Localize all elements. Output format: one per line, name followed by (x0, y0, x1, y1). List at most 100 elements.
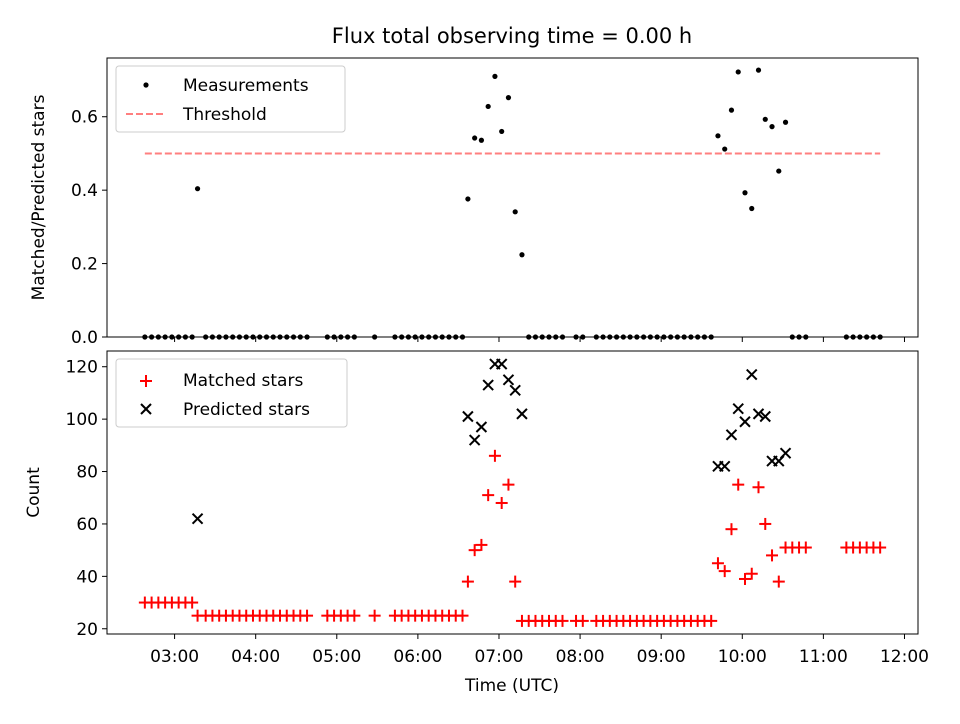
matched-stars-point (368, 609, 381, 622)
bottom-axes-frame (106, 350, 919, 635)
measurement-point (505, 95, 512, 101)
matched-stars-point (301, 609, 314, 622)
measurement-point (742, 190, 748, 196)
measurement-point (485, 103, 491, 110)
measurement-point (762, 116, 768, 122)
matched-stars-point (488, 449, 501, 462)
measurement-point (735, 69, 741, 75)
y-tick-label: 80 (76, 463, 98, 483)
matched-stars-point (705, 614, 718, 627)
matched-stars-point (186, 596, 199, 609)
measurement-point (492, 73, 498, 79)
x-axis-label: Time (UTC) (464, 676, 559, 696)
predicted-stars-point (759, 410, 771, 423)
y-tick-label: 0.0 (71, 328, 98, 348)
y-tick-label: 0.2 (71, 255, 98, 275)
matched-stars-point (711, 557, 724, 570)
matched-stars-point (502, 478, 515, 491)
predicted-stars-point (725, 429, 738, 441)
legend-matched-label: Matched stars (183, 371, 303, 391)
matched-stars-point (468, 544, 481, 557)
matched-stars-point (495, 496, 508, 509)
matched-stars-point (576, 614, 589, 627)
matched-stars-point (482, 489, 495, 502)
matched-stars-point (732, 478, 745, 491)
matched-stars-point (738, 572, 751, 585)
matched-stars-point (752, 481, 765, 494)
x-tick-label: 03:00 (150, 647, 199, 667)
bottom-x-axis: 03:00 04:00 05:00 06:00 07:00 08:00 09:00 10:00… (150, 634, 929, 667)
legend-measurements-marker (143, 82, 149, 88)
bottom-plot-area (138, 358, 887, 627)
x-tick-label: 06:00 (393, 647, 442, 667)
predicted-stars-point (462, 410, 474, 423)
measurement-point (769, 124, 775, 130)
measurement-point (782, 119, 789, 125)
measurement-point (472, 135, 478, 141)
legend-threshold-label: Threshold (182, 105, 267, 125)
measurement-point (465, 196, 471, 202)
y-tick-label: 120 (66, 358, 98, 378)
measurement-point (478, 137, 485, 143)
predicted-stars-point (779, 447, 792, 459)
measurement-point (728, 107, 735, 113)
measurement-point (722, 146, 728, 152)
top-legend-box (115, 65, 346, 133)
bottom-y-axis: 20 40 60 80 100 120 (66, 358, 107, 640)
x-tick-label: 07:00 (474, 647, 523, 667)
predicted-stars-point (495, 358, 508, 370)
x-tick-label: 08:00 (556, 647, 605, 667)
measurement-point (715, 133, 721, 139)
matched-stars-point (799, 541, 812, 554)
y-tick-label: 0.4 (71, 181, 98, 201)
legend-predicted-label: Predicted stars (183, 400, 310, 420)
measurement-point (755, 67, 762, 73)
chart-title: Flux total observing time = 0.00 h (332, 24, 692, 48)
predicted-stars-point (746, 368, 758, 381)
x-tick-label: 12:00 (880, 647, 929, 667)
predicted-stars-point (502, 374, 515, 386)
predicted-stars-point (475, 421, 488, 433)
bottom-y-axis-label: Count (24, 467, 44, 518)
legend-measurements-label: Measurements (183, 76, 309, 96)
y-tick-label: 0.6 (71, 108, 98, 128)
top-y-axis: 0.0 0.2 0.4 0.6 (71, 108, 107, 348)
measurement-point (194, 186, 201, 192)
x-tick-label: 05:00 (312, 647, 361, 667)
measurement-point (499, 128, 505, 135)
predicted-stars-point (482, 379, 494, 391)
matched-stars-point (475, 538, 488, 551)
y-tick-label: 40 (76, 567, 98, 587)
y-tick-label: 60 (76, 515, 98, 535)
bottom-legend: Matched stars Predicted stars (115, 358, 348, 428)
predicted-stars-point (739, 416, 751, 428)
matched-stars-point (348, 609, 361, 622)
measurement-point (776, 168, 782, 174)
matched-stars-point (759, 517, 772, 530)
matched-stars-point (745, 567, 758, 580)
predicted-stars-point (468, 434, 481, 446)
matched-stars-point (874, 541, 887, 554)
measurement-point (519, 252, 525, 258)
y-tick-label: 20 (76, 620, 98, 640)
bottom-panel: 20 40 60 80 100 120 03:00 04:00 05:00 06:00 07:00… (24, 350, 929, 696)
top-x-ticks (174, 337, 905, 342)
predicted-stars-point (509, 384, 521, 397)
x-tick-label: 09:00 (637, 647, 686, 667)
measurement-point (749, 205, 755, 212)
top-axes-frame (106, 57, 919, 338)
x-tick-label: 04:00 (231, 647, 280, 667)
matched-stars-point (509, 575, 522, 588)
matched-stars-point (772, 575, 785, 588)
predicted-stars-point (752, 408, 765, 420)
legend-predicted-marker (140, 403, 152, 415)
matched-stars-point (461, 575, 474, 588)
predicted-stars-point (732, 402, 744, 415)
y-tick-label: 100 (66, 410, 98, 430)
predicted-stars-point (516, 408, 528, 420)
legend-matched-marker (140, 375, 152, 387)
matched-stars-point (456, 609, 469, 622)
measurement-point (512, 209, 518, 215)
predicted-stars-point (191, 512, 204, 525)
